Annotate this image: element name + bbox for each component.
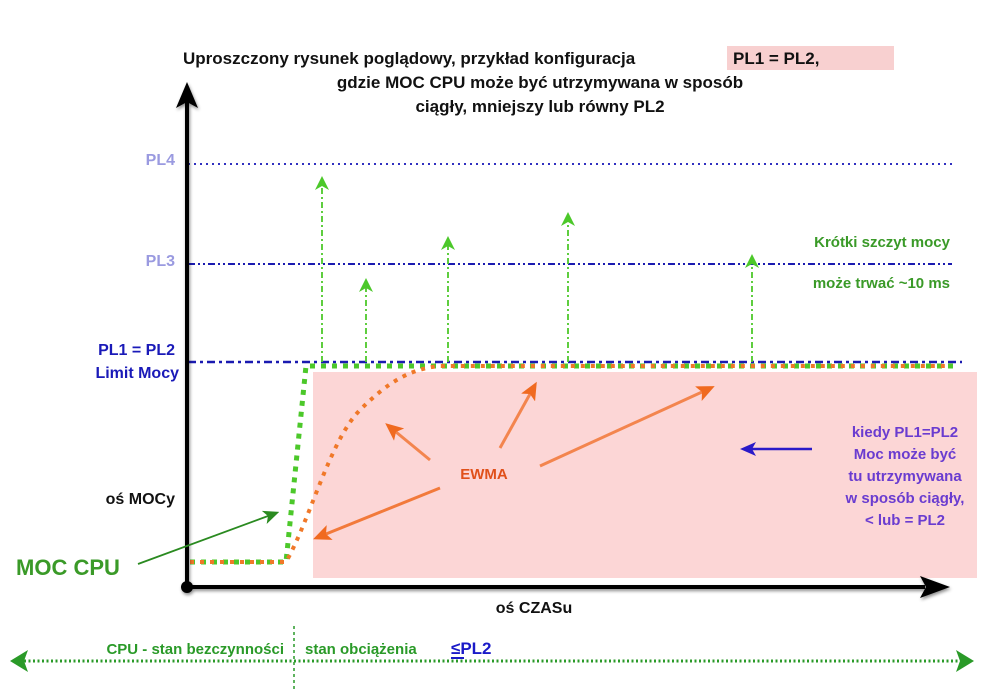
y-axis-label: oś MOCy bbox=[106, 491, 175, 508]
peak-note-line1: Krótki szczyt mocy bbox=[814, 234, 951, 251]
ewma-series bbox=[190, 364, 946, 564]
ewma-arrow bbox=[539, 386, 715, 468]
cpu-power-pointer bbox=[137, 510, 280, 565]
pl4-label: PL4 bbox=[146, 152, 175, 169]
info-line: tu utrzymywana bbox=[848, 468, 962, 485]
title-line2: gdzie MOC CPU może być utrzymywana w spo… bbox=[337, 73, 743, 92]
ewma-annotation: EWMA bbox=[313, 381, 715, 540]
ewma-arrow bbox=[313, 486, 441, 540]
x-axis-arrowhead-icon bbox=[920, 576, 950, 598]
sustained-power-zone bbox=[313, 372, 977, 578]
cpu-power-label: MOC CPU bbox=[16, 555, 120, 580]
info-line: < lub = PL2 bbox=[865, 512, 945, 529]
load-limit-label: ≤PL2 bbox=[451, 639, 492, 658]
pl3-label: PL3 bbox=[146, 253, 175, 270]
peak-note-line2: może trwać ~10 ms bbox=[813, 275, 950, 292]
power-peaks bbox=[315, 176, 759, 362]
state-timeline: CPU - stan bezczynności stan obciążenia … bbox=[10, 626, 974, 692]
x-axis-label: oś CZASu bbox=[496, 600, 572, 617]
origin-dot bbox=[181, 581, 193, 593]
info-line: kiedy PL1=PL2 bbox=[852, 424, 958, 441]
axes bbox=[176, 82, 950, 598]
info-line: w sposób ciągły, bbox=[845, 490, 965, 507]
info-note: kiedy PL1=PL2 Moc może być tu utrzymywan… bbox=[845, 424, 965, 529]
pl12-label: PL1 = PL2 bbox=[98, 342, 175, 359]
ewma-arrow bbox=[385, 423, 431, 462]
load-state-label: stan obciążenia bbox=[305, 641, 417, 658]
ewma-arrow bbox=[498, 381, 537, 449]
title-highlight bbox=[727, 46, 894, 70]
power-limit-label: Limit Mocy bbox=[95, 365, 179, 382]
diagram-title: Uproszczony rysunek poglądowy, przykład … bbox=[183, 46, 894, 116]
info-line: Moc może być bbox=[854, 446, 957, 463]
y-axis-arrowhead-icon bbox=[176, 82, 198, 108]
idle-state-label: CPU - stan bezczynności bbox=[106, 641, 284, 658]
ewma-label: EWMA bbox=[460, 466, 508, 483]
title-line3: ciągły, mniejszy lub równy PL2 bbox=[415, 97, 664, 116]
title-line1-highlight: PL1 = PL2, bbox=[733, 49, 819, 68]
timeline-left-arrowhead-icon bbox=[10, 650, 28, 672]
timeline-right-arrowhead-icon bbox=[956, 650, 974, 672]
title-line1-prefix: Uproszczony rysunek poglądowy, przykład … bbox=[183, 49, 636, 68]
